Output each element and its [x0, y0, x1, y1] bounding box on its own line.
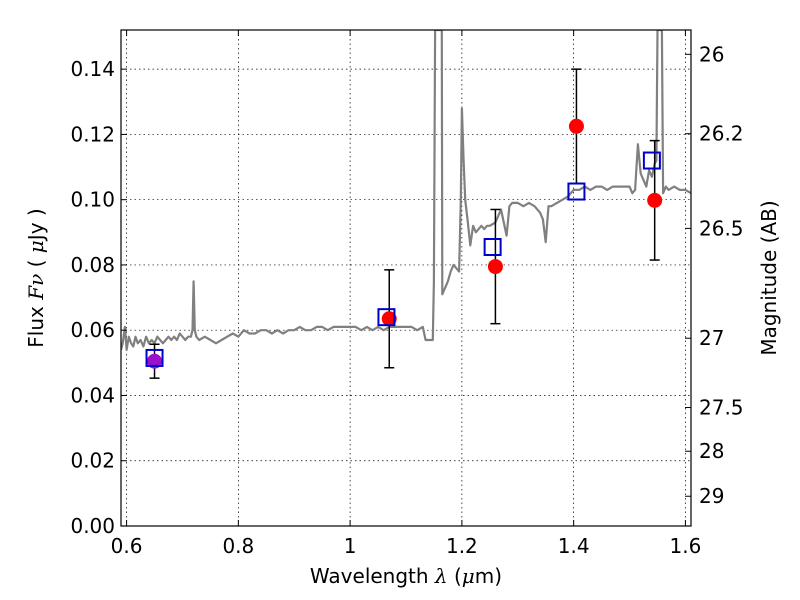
model-point — [377, 308, 396, 327]
gridlines — [121, 30, 691, 527]
plot-data — [121, 30, 691, 379]
x-tick-label: 1.2 — [446, 534, 478, 558]
model-point — [483, 238, 502, 256]
y-tick-label: 0.06 — [70, 318, 115, 342]
right-tick-label: 27 — [699, 326, 724, 350]
observed-point — [568, 118, 584, 134]
y-tick-label: 0.10 — [70, 188, 115, 212]
right-tick-label: 26.2 — [699, 122, 744, 146]
x-tick-label: 0.6 — [111, 534, 143, 558]
observed-point — [487, 259, 503, 275]
right-tick-label: 26.5 — [699, 216, 744, 240]
y-tick-label: 0.02 — [70, 449, 115, 473]
model-point — [642, 151, 661, 170]
y-tick-label: 0.08 — [70, 253, 115, 277]
x-tick-label: 1.6 — [670, 534, 702, 558]
right-tick-label: 26 — [699, 42, 724, 66]
spectrum-line — [121, 30, 691, 351]
y-axis-label: Flux Fν ( μJy ) — [24, 208, 48, 347]
axis-ticks: 0.6 0.8 1 1.2 1.4 1.6 0.00 0.02 0.04 0.06 0.08 0.10… — [70, 30, 744, 558]
right-axis-label: Magnitude (AB) — [757, 200, 781, 355]
right-tick-label: 29 — [699, 484, 724, 508]
plot-frame — [120, 29, 692, 527]
x-axis-label: Wavelength λ (μm) — [310, 564, 502, 588]
observed-point — [381, 311, 397, 327]
y-tick-label: 0.04 — [70, 383, 115, 407]
x-tick-label: 0.8 — [222, 534, 254, 558]
y-tick-label: 0.00 — [70, 514, 115, 538]
observed-point — [647, 192, 663, 208]
y-tick-label: 0.14 — [70, 57, 115, 81]
x-tick-label: 1.4 — [558, 534, 590, 558]
x-tick-label: 1 — [344, 534, 357, 558]
right-tick-label: 27.5 — [699, 396, 744, 420]
y-tick-label: 0.12 — [70, 122, 115, 146]
model-point — [567, 182, 586, 201]
right-tick-label: 28 — [699, 439, 724, 463]
model-point — [145, 348, 164, 367]
